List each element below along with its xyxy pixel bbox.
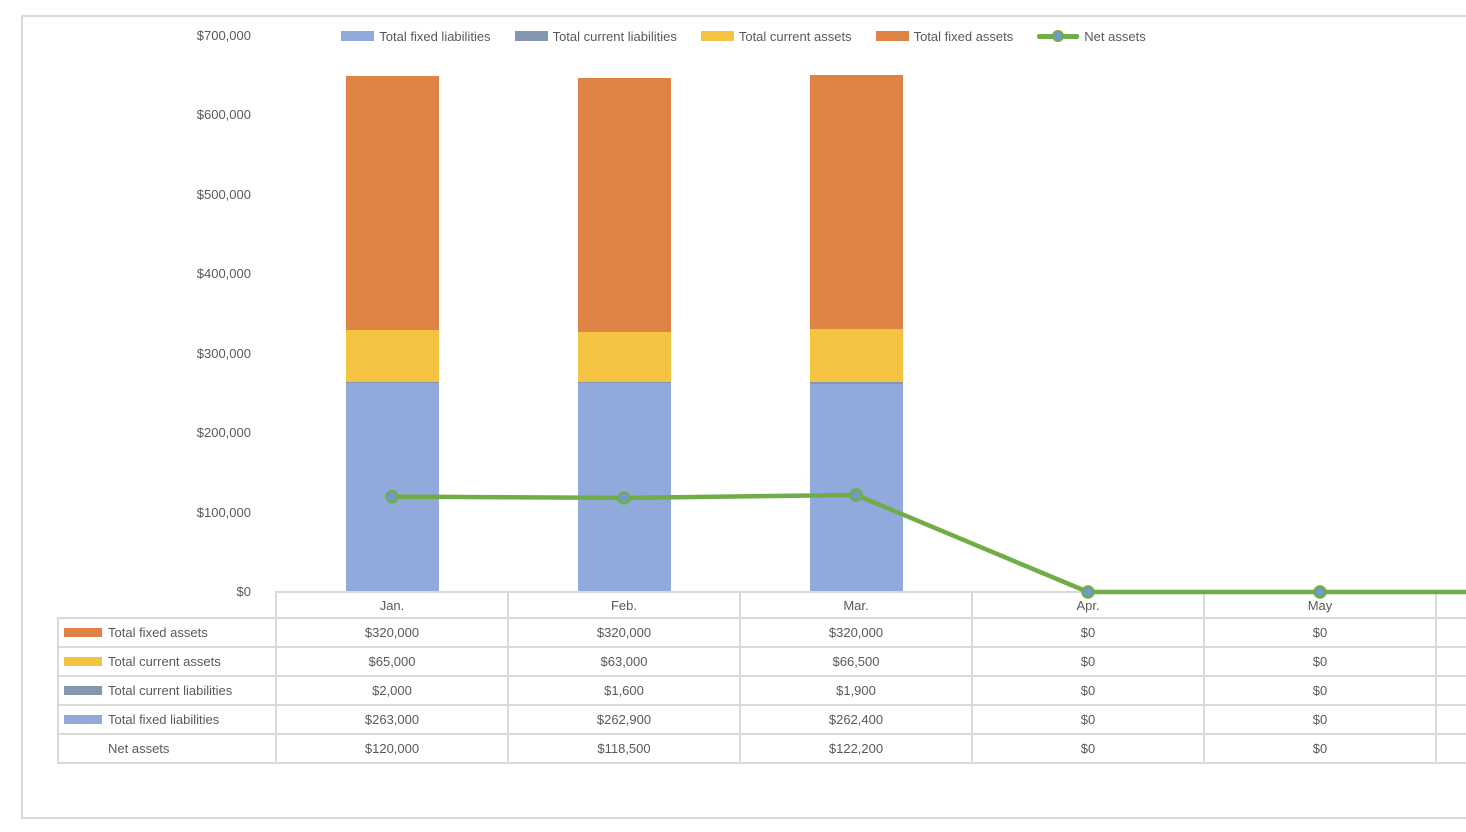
table-cell: $66,500	[832, 654, 880, 669]
y-axis-tick-label: $300,000	[196, 345, 251, 361]
table-cell: $320,000	[828, 625, 884, 640]
bar-segment-total-current-liabilities	[809, 382, 903, 384]
y-axis-tick-label: $500,000	[196, 186, 251, 202]
table-cell: $0	[1080, 712, 1096, 727]
legend-item-total-current-liabilities: Total current liabilities	[514, 28, 677, 44]
line-key-marker	[1052, 30, 1065, 42]
table-cell: $2,000	[372, 683, 412, 698]
table-cell: $0	[1312, 625, 1328, 640]
y-axis-tick-label: $0	[236, 584, 251, 599]
table-column-border	[507, 591, 509, 764]
legend-label: Total fixed assets	[913, 28, 1014, 44]
table-cell: $0	[1312, 683, 1328, 698]
table-left-border	[57, 617, 59, 764]
legend-swatch	[700, 31, 734, 41]
table-cell: $320,000	[364, 625, 420, 640]
table-column-border	[971, 591, 973, 764]
table-cell: $262,900	[596, 712, 652, 727]
legend-label: Total current assets	[738, 28, 852, 44]
row-label-text: Net assets	[108, 741, 170, 756]
y-axis-tick-label: $200,000	[196, 425, 251, 441]
table-row-border	[57, 733, 1466, 735]
table-cell: $120,000	[364, 741, 420, 756]
row-key-swatch	[64, 715, 102, 724]
bar-segment-total-fixed-liabilities	[809, 383, 903, 592]
table-cell: $1,900	[836, 683, 876, 698]
table-cell: $122,200	[828, 741, 884, 756]
legend-item-total-current-assets: Total current assets	[700, 28, 852, 44]
table-cell: $0	[1312, 741, 1328, 756]
table-header-feb: Feb.	[610, 597, 637, 613]
table-header-mar: Mar.	[843, 597, 869, 613]
table-column-border	[1203, 591, 1205, 764]
table-column-border	[739, 591, 741, 764]
table-header-may: May	[1307, 597, 1333, 613]
table-cell: $0	[1080, 625, 1096, 640]
bar-segment-total-fixed-liabilities	[345, 383, 439, 592]
table-cell: $0	[1312, 654, 1328, 669]
legend-label: Total fixed liabilities	[379, 28, 491, 44]
legend-label: Total current liabilities	[552, 28, 677, 44]
table-cell: $0	[1080, 741, 1096, 756]
bar-segment-total-current-liabilities	[577, 381, 671, 384]
y-axis-tick-label: $700,000	[196, 28, 251, 43]
row-key-swatch	[64, 657, 102, 666]
row-label-text: Total fixed assets	[108, 625, 208, 640]
table-column-border	[1435, 591, 1437, 764]
y-axis-tick-label: $100,000	[196, 504, 251, 520]
row-key-swatch	[64, 628, 102, 637]
bar-segment-total-fixed-assets	[577, 77, 671, 332]
chart-legend: Total fixed liabilities Total current lia…	[21, 27, 1466, 45]
row-key-swatch	[64, 686, 102, 695]
table-cell: $65,000	[368, 654, 416, 669]
legend-item-total-fixed-assets: Total fixed assets	[875, 28, 1014, 44]
legend-item-total-fixed-liabilities: Total fixed liabilities	[341, 28, 491, 44]
table-row-label: Total fixed assets	[59, 619, 275, 646]
y-axis-tick-label: $600,000	[196, 107, 251, 123]
table-row-border	[57, 646, 1466, 648]
table-header-apr: Apr.	[1076, 597, 1100, 613]
table-cell: $63,000	[600, 654, 648, 669]
bar-segment-total-fixed-liabilities	[577, 383, 671, 592]
chart-outer-border	[21, 15, 1466, 819]
table-row-label: Net assets	[59, 735, 275, 762]
row-key-line	[64, 742, 102, 755]
bar-segment-total-current-assets	[345, 329, 439, 382]
table-column-border	[275, 591, 277, 764]
table-header-jan: Jan.	[379, 597, 405, 613]
legend-item-net-assets: Net assets	[1037, 28, 1146, 44]
table-row-border	[57, 762, 1466, 764]
table-row-label: Total fixed liabilities	[59, 706, 275, 733]
table-cell: $0	[1080, 654, 1096, 669]
row-label-text: Total fixed liabilities	[108, 712, 220, 727]
table-row-border	[57, 675, 1466, 677]
table-cell: $263,000	[364, 712, 420, 727]
row-label-text: Total current assets	[108, 654, 221, 669]
legend-swatch	[341, 31, 375, 41]
table-cell: $1,600	[604, 683, 644, 698]
table-cell: $0	[1080, 683, 1096, 698]
table-row-label: Total current liabilities	[59, 677, 275, 704]
bar-segment-total-current-assets	[577, 331, 671, 382]
table-cell: $0	[1312, 712, 1328, 727]
legend-label: Net assets	[1084, 28, 1146, 44]
legend-swatch	[875, 31, 909, 41]
legend-line-key	[1037, 30, 1080, 43]
bar-segment-total-fixed-assets	[345, 75, 439, 330]
y-axis-tick-label: $400,000	[196, 266, 251, 282]
table-row-border	[57, 617, 1466, 619]
table-row-label: Total current assets	[59, 648, 275, 675]
bar-segment-total-current-liabilities	[345, 381, 439, 384]
table-cell: $118,500	[597, 741, 651, 756]
table-cell: $320,000	[596, 625, 652, 640]
row-label-text: Total current liabilities	[108, 683, 233, 698]
legend-swatch	[514, 31, 548, 41]
table-cell: $262,400	[828, 712, 884, 727]
bar-segment-total-current-assets	[809, 329, 903, 383]
bar-segment-total-fixed-assets	[809, 75, 903, 330]
table-row-border	[57, 704, 1466, 706]
